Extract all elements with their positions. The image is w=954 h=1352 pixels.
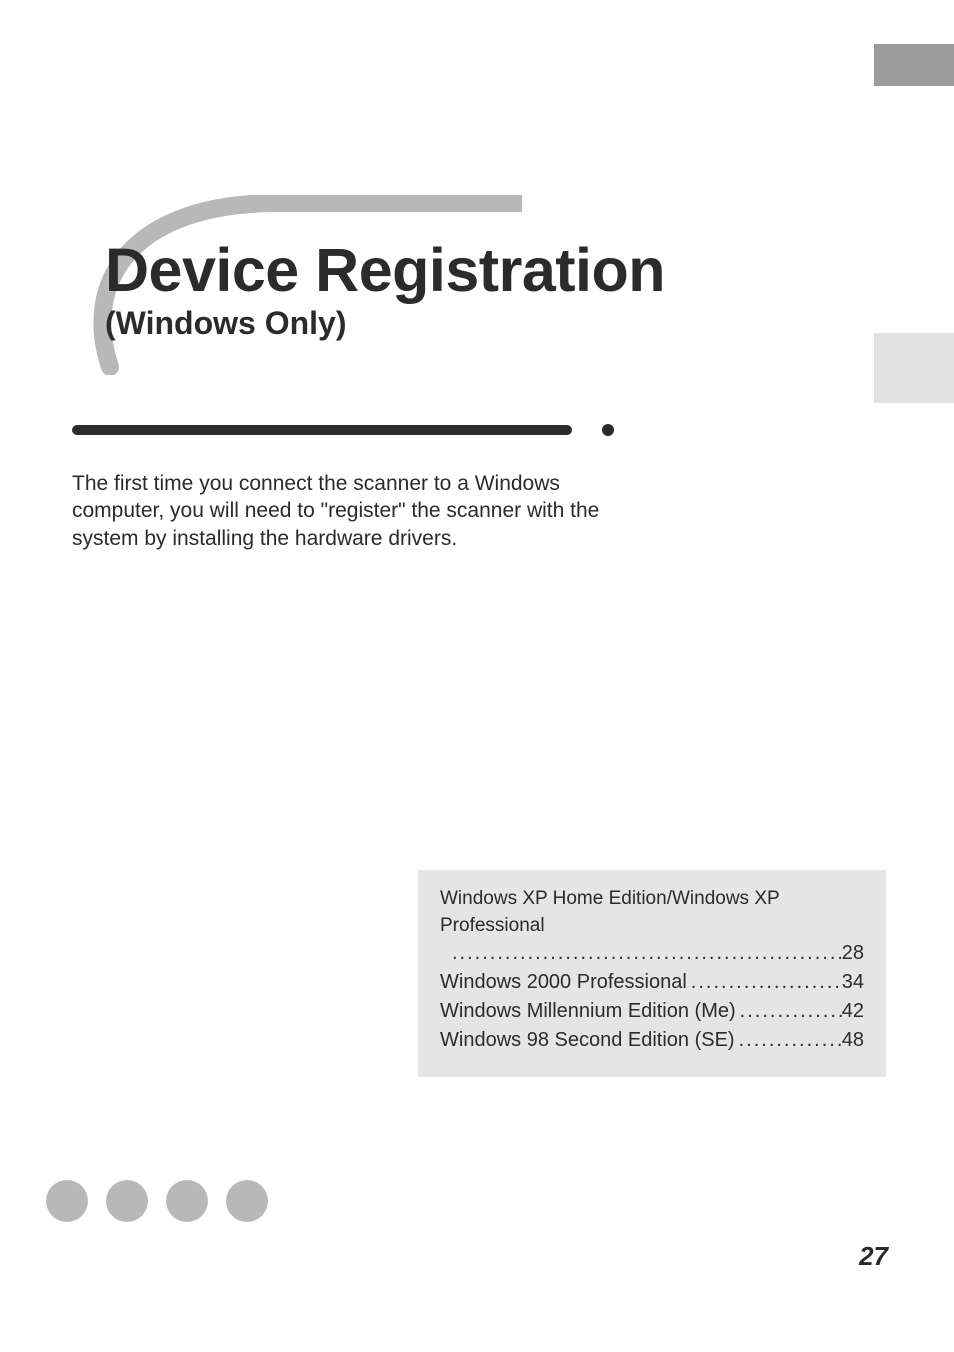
decorative-dot bbox=[226, 1180, 268, 1222]
toc-page: 42 bbox=[842, 997, 864, 1026]
toc-page: 34 bbox=[842, 968, 864, 997]
decorative-dot bbox=[166, 1180, 208, 1222]
toc-leader: ........................................… bbox=[735, 1026, 842, 1055]
toc-item: Windows Millennium Edition (Me) ........… bbox=[440, 997, 864, 1026]
toc-leader: ........................................… bbox=[448, 939, 842, 968]
toc-leader: ........................................… bbox=[736, 997, 842, 1026]
decorative-dot bbox=[106, 1180, 148, 1222]
table-of-contents: Windows XP Home Edition/Windows XP Profe… bbox=[418, 870, 886, 1077]
decorative-dot bbox=[46, 1180, 88, 1222]
footer-dots bbox=[46, 1180, 268, 1222]
toc-label: Windows 2000 Professional bbox=[440, 968, 687, 997]
heading-group: Device Registration (Windows Only) bbox=[105, 240, 665, 342]
toc-label: Windows 98 Second Edition (SE) bbox=[440, 1026, 735, 1055]
page-number: 27 bbox=[859, 1241, 888, 1272]
side-tab-top bbox=[874, 44, 954, 86]
toc-leader: ........................................… bbox=[687, 968, 842, 997]
toc-label: Windows Millennium Edition (Me) bbox=[440, 997, 736, 1026]
toc-page: 28 bbox=[842, 939, 864, 968]
toc-page: 48 bbox=[842, 1026, 864, 1055]
divider bbox=[72, 424, 614, 436]
page-container: Device Registration (Windows Only) The f… bbox=[0, 0, 954, 1352]
page-subtitle: (Windows Only) bbox=[105, 305, 665, 342]
toc-item-page-row: ........................................… bbox=[440, 939, 864, 968]
side-tab-middle bbox=[874, 333, 954, 403]
page-title: Device Registration bbox=[105, 240, 665, 301]
toc-label: Windows XP Home Edition/Windows XP Profe… bbox=[440, 888, 779, 936]
divider-dot bbox=[602, 424, 614, 436]
toc-item: Windows 2000 Professional ..............… bbox=[440, 968, 864, 997]
divider-line bbox=[72, 425, 572, 435]
toc-item: Windows XP Home Edition/Windows XP Profe… bbox=[440, 886, 864, 939]
toc-item: Windows 98 Second Edition (SE) .........… bbox=[440, 1026, 864, 1055]
intro-paragraph: The first time you connect the scanner t… bbox=[72, 470, 620, 552]
